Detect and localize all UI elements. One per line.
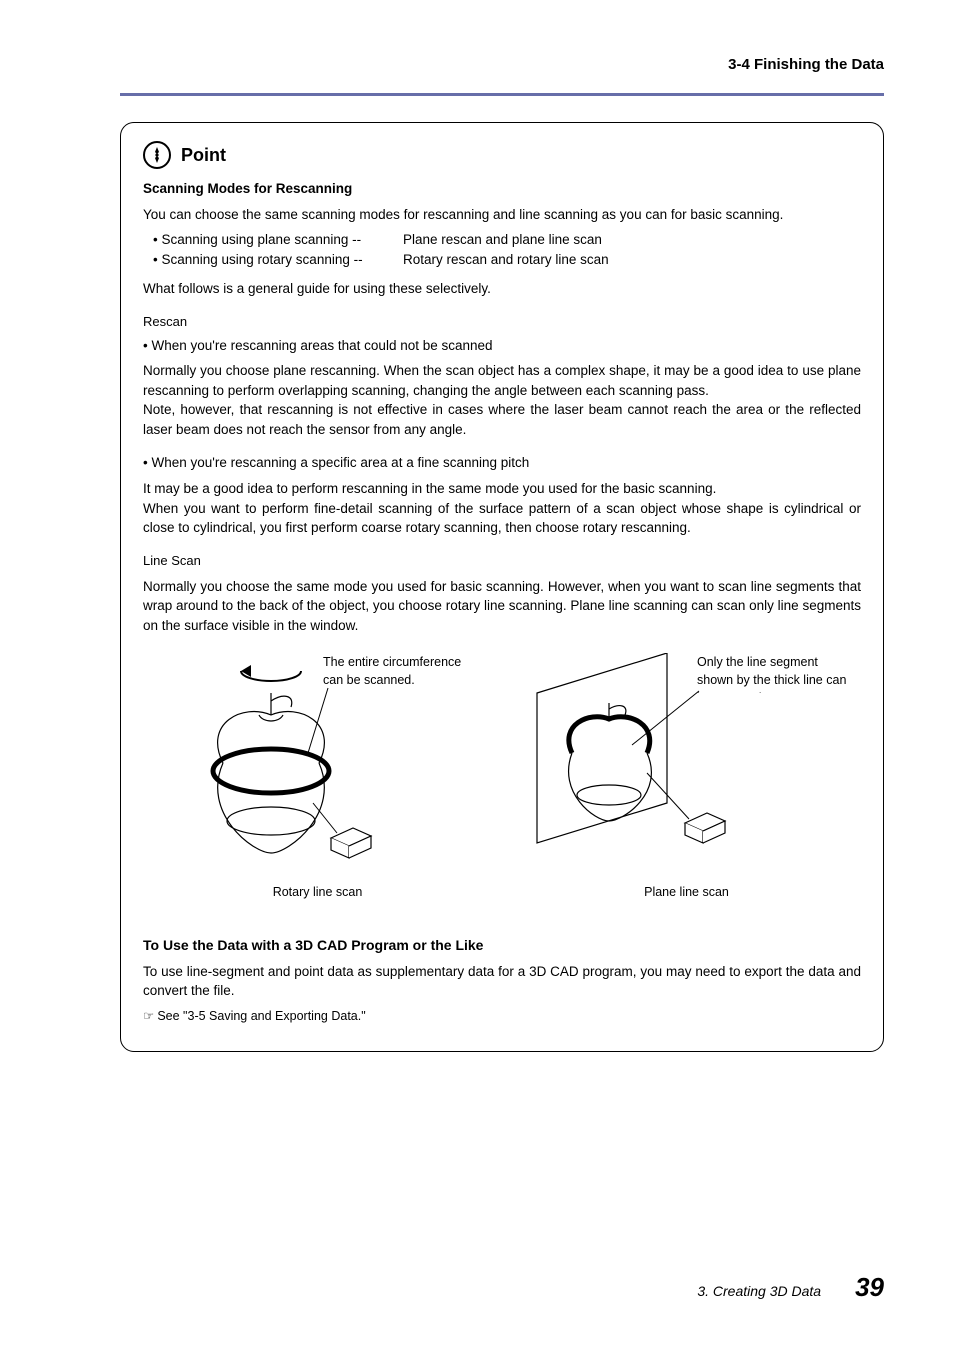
figure-plane-caption: Plane line scan (644, 883, 729, 901)
subheading-scanning-modes: Scanning Modes for Rescanning (143, 179, 861, 199)
linescan-body: Normally you choose the same mode you us… (143, 577, 861, 636)
cross-reference: ☞ See "3-5 Saving and Exporting Data." (143, 1007, 861, 1025)
point-title-row: Point (143, 141, 861, 169)
figure-rotary-callout: The entire circumference can be scanned. (323, 653, 473, 689)
footer-page-number: 39 (855, 1272, 884, 1303)
rescan-bullet-2: • When you're rescanning a specific area… (143, 453, 861, 473)
page: 3-4 Finishing the Data Point Scanning Mo… (0, 0, 954, 1351)
figure-row: The entire circumference can be scanned. (143, 653, 861, 901)
footer-chapter: 3. Creating 3D Data (697, 1283, 821, 1299)
rescan-body-2: It may be a good idea to perform rescann… (143, 479, 861, 538)
plane-line-scan-illustration: Only the line segment shown by the thick… (517, 653, 857, 873)
figure-plane: Only the line segment shown by the thick… (512, 653, 861, 901)
mode-list: • Scanning using plane scanning -- Plane… (153, 230, 861, 269)
subheading-3dcad: To Use the Data with a 3D CAD Program or… (143, 935, 861, 955)
cross-reference-text: See "3-5 Saving and Exporting Data." (157, 1009, 365, 1023)
header-rule (120, 93, 884, 96)
mode-row-left: • Scanning using plane scanning -- (153, 230, 403, 250)
pointer-icon: ☞ (143, 1009, 157, 1023)
point-box: Point Scanning Modes for Rescanning You … (120, 122, 884, 1052)
mode-row-right: Rotary rescan and rotary line scan (403, 250, 609, 270)
linescan-heading: Line Scan (143, 552, 861, 571)
body-3dcad: To use line-segment and point data as su… (143, 962, 861, 1001)
point-title: Point (181, 142, 226, 168)
rescan-bullet-1: • When you're rescanning areas that coul… (143, 336, 861, 356)
figure-plane-callout: Only the line segment shown by the thick… (697, 653, 857, 693)
mode-row: • Scanning using rotary scanning -- Rota… (153, 250, 861, 270)
mode-row-left: • Scanning using rotary scanning -- (153, 250, 403, 270)
rescan-heading: Rescan (143, 313, 861, 332)
point-icon (143, 141, 171, 169)
mode-row-right: Plane rescan and plane line scan (403, 230, 602, 250)
intro2-text: What follows is a general guide for usin… (143, 279, 861, 299)
mode-row: • Scanning using plane scanning -- Plane… (153, 230, 861, 250)
rotary-line-scan-illustration: The entire circumference can be scanned. (163, 653, 473, 873)
figure-rotary: The entire circumference can be scanned. (143, 653, 492, 901)
section-header: 3-4 Finishing the Data (120, 56, 884, 73)
intro-text: You can choose the same scanning modes f… (143, 205, 861, 225)
figure-rotary-caption: Rotary line scan (273, 883, 363, 901)
rescan-body-1: Normally you choose plane rescanning. Wh… (143, 361, 861, 439)
page-footer: 3. Creating 3D Data 39 (697, 1272, 884, 1303)
